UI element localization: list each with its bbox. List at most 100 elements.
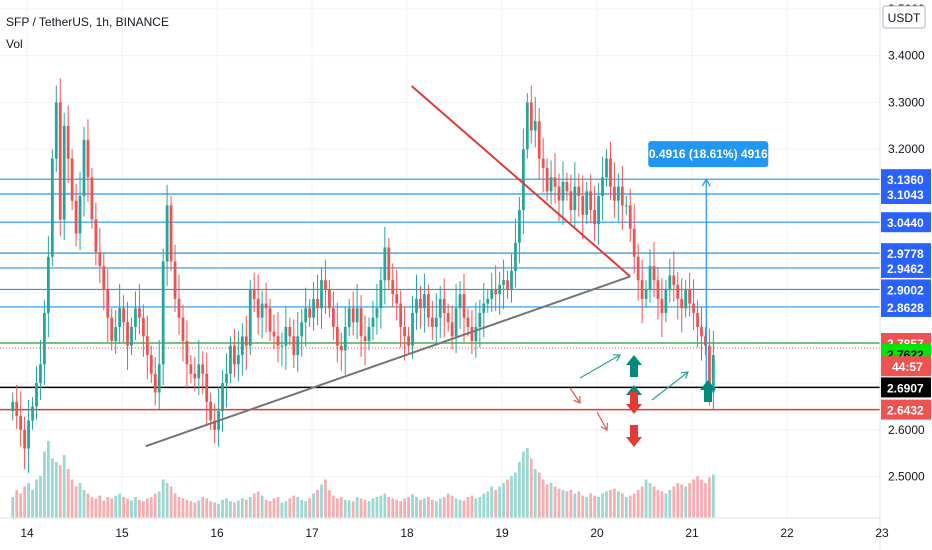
volume-bar — [86, 493, 90, 518]
candle-body — [569, 191, 573, 211]
volume-bar — [197, 500, 201, 518]
volume-bar — [514, 472, 517, 518]
candle-body — [229, 345, 232, 374]
candle-body — [415, 298, 418, 313]
volume-bar — [430, 499, 434, 518]
volume-bar — [225, 498, 228, 518]
volume-bar — [161, 479, 165, 518]
candle-body — [276, 336, 280, 346]
candle-body — [324, 280, 327, 290]
candle-body — [126, 322, 129, 346]
candle-body — [39, 364, 42, 384]
candle-body — [529, 102, 533, 131]
candle-body — [304, 308, 308, 323]
volume-bar — [240, 498, 244, 518]
volume-bar — [296, 497, 300, 518]
volume-bar — [31, 490, 34, 518]
volume-bar — [700, 479, 703, 518]
grid — [0, 0, 883, 518]
volume-bar — [78, 483, 82, 518]
volume-bar — [236, 500, 240, 518]
candle-body — [664, 289, 668, 313]
candle-body — [696, 312, 699, 327]
volume-bar — [27, 483, 30, 518]
volume-bar — [585, 497, 589, 518]
volume-bar — [114, 495, 118, 518]
price-level-badge-text: 2.9462 — [887, 262, 924, 276]
volume-bar — [569, 490, 573, 518]
candle-body — [268, 308, 272, 332]
candle-body — [122, 308, 125, 323]
symbol-title[interactable]: SFP / TetherUS, 1h, BINANCE — [6, 15, 169, 29]
candle-body — [502, 280, 505, 285]
volume-bar — [347, 500, 351, 518]
volume-bar — [169, 486, 173, 518]
volume-bar — [359, 498, 363, 518]
candle-body — [644, 289, 648, 299]
candle-body — [450, 322, 454, 337]
volume-bar — [644, 479, 648, 518]
candle-body — [62, 125, 66, 220]
volume-bar — [668, 490, 672, 518]
time-tick-label: 21 — [685, 526, 699, 540]
candle-body — [407, 336, 410, 346]
candle-body — [288, 326, 292, 337]
volume-bar — [181, 498, 185, 518]
candle-body — [601, 177, 604, 197]
volume-bar — [557, 488, 561, 518]
volume-bar — [704, 483, 707, 518]
candle-body — [632, 228, 636, 257]
volume-bar — [90, 497, 94, 518]
candle-body — [711, 355, 715, 393]
candle-body — [58, 102, 62, 220]
time-tick-label: 20 — [590, 526, 604, 540]
time-axis: 14 15 16 17 18 19 20 21 22 23 — [0, 517, 889, 540]
candle-body — [225, 373, 228, 384]
volume-bar — [264, 499, 268, 518]
volume-bar — [466, 497, 470, 518]
volume-bar — [692, 479, 695, 518]
candle-body — [43, 312, 46, 365]
volume-bar — [126, 498, 129, 518]
candle-body — [312, 298, 315, 318]
candle-body — [244, 336, 248, 346]
time-tick-label: 19 — [495, 526, 509, 540]
volume-bar — [664, 493, 668, 518]
volume-bar — [549, 483, 553, 518]
resistance-trendline[interactable] — [411, 85, 631, 278]
candle-body — [149, 355, 153, 374]
candle-body — [197, 364, 201, 379]
candle-body — [593, 210, 597, 225]
candle-body — [419, 298, 422, 309]
volume-bar — [308, 498, 312, 518]
volume-bar — [331, 495, 335, 518]
candle-body — [35, 383, 38, 407]
volume-bar — [411, 494, 414, 518]
countdown-badge-text: 44:57 — [892, 360, 923, 374]
currency-box[interactable] — [882, 5, 926, 29]
volume-bar — [221, 499, 224, 518]
candle-body — [169, 205, 173, 262]
volume-bar — [640, 486, 644, 518]
candle-body — [553, 177, 557, 187]
candle-body — [27, 420, 30, 449]
support-trendline[interactable] — [145, 275, 631, 448]
volume-bar — [510, 476, 513, 518]
candle-body — [561, 181, 565, 201]
candle-body — [680, 298, 684, 309]
bull-arrow-icon — [626, 355, 642, 377]
scenario-arrow-up-head — [612, 354, 621, 362]
volume-bar — [145, 498, 149, 518]
volume-bar — [438, 498, 442, 518]
measure-label-box — [648, 141, 769, 168]
candle-body — [700, 326, 703, 337]
candle-body — [537, 121, 541, 159]
candle-body — [145, 336, 149, 356]
volume-bar — [185, 499, 189, 518]
price-level-badge — [881, 296, 931, 317]
price-tick-label: 3.4000 — [888, 49, 925, 63]
candle-body — [181, 317, 185, 341]
candle-body — [209, 401, 213, 421]
scenario-arrow-up-2 — [651, 371, 689, 401]
